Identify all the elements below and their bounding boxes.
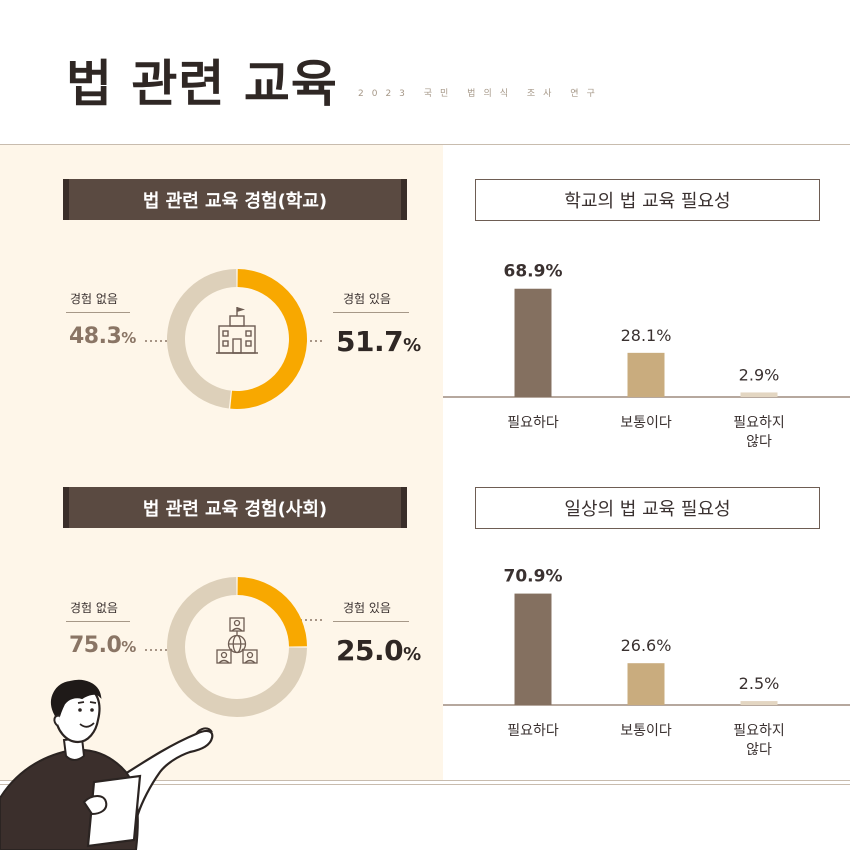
page-subtitle: 2023 국민 법의식 조사 연구 bbox=[358, 89, 603, 99]
society-no-value: 75.0 bbox=[69, 633, 122, 658]
daily-need-title: 일상의 법 교육 필요성 bbox=[475, 487, 820, 529]
school-need-title: 학교의 법 교육 필요성 bbox=[475, 179, 820, 221]
society-yes-percent: 25.0% bbox=[336, 634, 421, 667]
school-yes-underline bbox=[333, 312, 409, 313]
school-experience-banner: 법 관련 교육 경험(학교) bbox=[63, 179, 407, 220]
header-divider bbox=[0, 144, 850, 145]
school-need-bar-3 bbox=[740, 392, 778, 397]
society-experience-banner: 법 관련 교육 경험(사회) bbox=[63, 487, 407, 528]
footer-divider-top bbox=[0, 780, 850, 781]
school-need-category-label-1: 필요하다 bbox=[507, 415, 559, 431]
school-no-percent: 48.3% bbox=[69, 324, 136, 349]
daily-need-value-label-1: 70.9% bbox=[504, 567, 563, 587]
society-yes-unit: % bbox=[403, 644, 421, 665]
school-need-value-label-3: 2.9% bbox=[739, 365, 780, 384]
school-need-bar-1 bbox=[514, 288, 552, 397]
daily-need-value-label-3: 2.5% bbox=[739, 674, 780, 693]
school-yes-label: 경험 있음 bbox=[343, 292, 391, 306]
globe-people-network-icon bbox=[216, 617, 258, 664]
school-no-slice bbox=[166, 269, 237, 409]
school-donut-chart bbox=[166, 269, 308, 409]
school-yes-slice bbox=[230, 269, 308, 409]
daily-need-bar-3 bbox=[740, 701, 778, 705]
school-no-label: 경험 없음 bbox=[70, 292, 118, 306]
school-yes-percent: 51.7% bbox=[336, 325, 421, 358]
daily-need-category-label-1: 필요하다 bbox=[507, 723, 559, 739]
page-header: 법 관련 교육 2023 국민 법의식 조사 연구 bbox=[0, 0, 850, 145]
daily-need-value-label-2: 26.6% bbox=[621, 636, 672, 655]
society-no-underline bbox=[66, 621, 130, 622]
society-yes-label: 경험 있음 bbox=[343, 601, 391, 615]
society-yes-value: 25.0 bbox=[336, 634, 404, 667]
school-need-category-label-2: 보통이다 bbox=[620, 415, 672, 431]
school-yes-value: 51.7 bbox=[336, 325, 404, 358]
daily-need-category-label-3-line-2: 않다 bbox=[746, 742, 772, 758]
school-need-value-label-1: 68.9% bbox=[504, 262, 563, 282]
left-panel bbox=[0, 145, 443, 780]
school-no-value: 48.3 bbox=[69, 324, 122, 349]
footer-divider-bottom bbox=[0, 784, 850, 785]
society-no-percent: 75.0% bbox=[69, 633, 136, 658]
school-building-icon bbox=[216, 307, 258, 354]
school-need-bar-2 bbox=[627, 352, 665, 397]
school-no-unit: % bbox=[121, 329, 136, 347]
presenter-character-illustration bbox=[0, 679, 214, 850]
society-yes-slice bbox=[237, 577, 307, 647]
society-no-label: 경험 없음 bbox=[70, 601, 118, 615]
daily-need-bar-2 bbox=[627, 663, 665, 705]
daily-need-bar-1 bbox=[514, 593, 552, 705]
society-yes-underline bbox=[333, 621, 409, 622]
daily-need-category-label-2: 보통이다 bbox=[620, 723, 672, 739]
daily-need-category-label-3-line-1: 필요하지 bbox=[733, 723, 785, 739]
school-need-value-label-2: 28.1% bbox=[621, 326, 672, 345]
school-need-category-label-3-line-1: 필요하지 bbox=[733, 415, 785, 431]
society-no-unit: % bbox=[121, 638, 136, 656]
school-need-category-label-3-line-2: 않다 bbox=[746, 434, 772, 450]
society-donut-chart bbox=[166, 577, 307, 717]
page-title: 법 관련 교육 bbox=[66, 55, 338, 113]
school-no-underline bbox=[66, 312, 130, 313]
school-yes-unit: % bbox=[403, 335, 421, 356]
